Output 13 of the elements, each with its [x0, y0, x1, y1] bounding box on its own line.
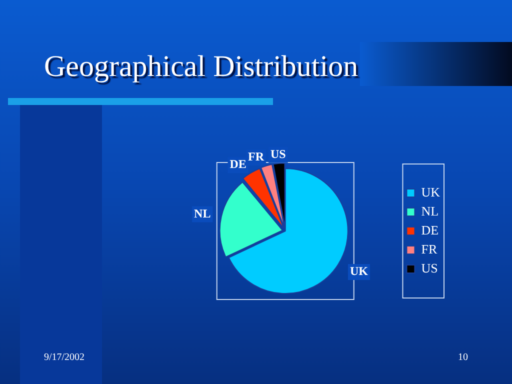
- slice-label: FR: [248, 150, 264, 164]
- legend-label: NL: [421, 203, 439, 218]
- legend-label: UK: [421, 184, 441, 200]
- legend-label: US: [421, 260, 438, 276]
- slice-label: UK: [350, 264, 369, 278]
- slice-label: NL: [194, 206, 211, 220]
- slice-label: US: [270, 146, 286, 161]
- text: 9/17/2002: [44, 352, 85, 363]
- legend-label: FR: [421, 241, 438, 256]
- slice-label: DE: [230, 157, 246, 172]
- text: 10: [458, 352, 468, 363]
- chart-title: Geographical Distribution: [44, 50, 358, 84]
- legend-label: DE: [421, 222, 439, 238]
